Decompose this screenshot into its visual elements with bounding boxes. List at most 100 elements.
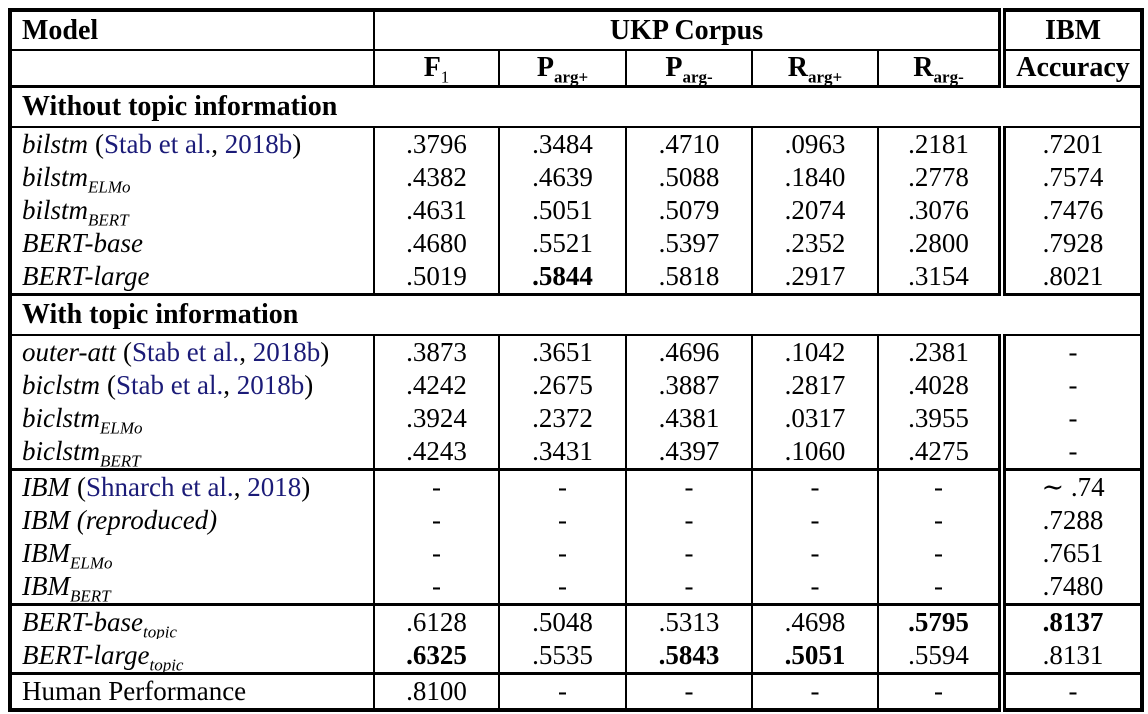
cell-p-arg-pos: - (498, 672, 626, 710)
cell-r-arg-pos: .2074 (751, 194, 878, 227)
citation-year-link[interactable]: 2018b (252, 337, 321, 367)
citation-author-link[interactable]: Shnarch et al. (85, 472, 234, 502)
paren-open: ( (95, 129, 105, 159)
header-ibm: IBM (998, 10, 1143, 51)
row-biclstm-elmo: biclstmELMo .3924 .2372 .4381 .0317 .395… (10, 402, 1143, 435)
row-biclstm-stab: biclstm (Stab et al., 2018b) .4242 .2675 … (10, 369, 1143, 402)
cell-accuracy: .8021 (998, 260, 1143, 295)
cell-accuracy: - (998, 369, 1143, 402)
row-ibm-reproduced: IBM (reproduced) - - - - - .7288 (10, 504, 1143, 537)
cell-accuracy: .7651 (998, 537, 1143, 570)
metric-subscript: arg+ (808, 67, 843, 87)
cell-accuracy: .8131 (998, 639, 1143, 674)
citation-author-link[interactable]: Stab et al. (104, 129, 212, 159)
header-ukp-corpus: UKP Corpus (372, 10, 1003, 51)
cell-p-arg-neg: .5843 (625, 639, 752, 674)
cell-p-arg-neg: .4397 (625, 435, 752, 470)
section-label: With topic information (10, 293, 1143, 336)
cell-p-arg-pos: - (498, 504, 626, 537)
model-name: BERT-large (22, 640, 150, 670)
model-name: BERT-base (22, 228, 143, 258)
citation: (Stab et al., 2018b) (107, 370, 313, 400)
citation-year-link[interactable]: 2018b (224, 129, 293, 159)
row-bert-large: BERT-large .5019 .5844 .5818 .2917 .3154… (10, 260, 1143, 295)
cell-f1: .3796 (373, 127, 499, 161)
cell-p-arg-neg: .4381 (625, 402, 752, 435)
row-bilstm-stab: bilstm (Stab et al., 2018b) .3796 .3484 .… (10, 127, 1143, 161)
model-name: bilstm (22, 162, 89, 192)
row-ibm-shnarch: IBM (Shnarch et al., 2018) - - - - - ∼ .7… (10, 468, 1143, 504)
cell-p-arg-pos: .3484 (498, 127, 626, 161)
cell-f1: - (373, 537, 499, 570)
cell-p-arg-pos: .4639 (498, 161, 626, 194)
cell-accuracy: - (998, 402, 1143, 435)
cite-separator: , (223, 370, 237, 400)
header-r-arg-neg: Rarg- (876, 50, 1003, 88)
model-subscript: BERT (88, 210, 129, 227)
paren-close: ) (320, 337, 330, 367)
row-outer-att: outer-att (Stab et al., 2018b) .3873 .365… (10, 335, 1143, 369)
cell-p-arg-neg: .4696 (625, 335, 752, 369)
cell-r-arg-neg: .4028 (876, 369, 1003, 402)
cell-model: bilstmBERT (10, 194, 374, 227)
row-bert-base: BERT-base .4680 .5521 .5397 .2352 .2800 … (10, 227, 1143, 260)
cell-f1: - (373, 468, 499, 504)
cell-r-arg-pos: .5051 (751, 639, 878, 674)
cell-accuracy: - (998, 672, 1143, 710)
cell-model: IBMBERT (10, 570, 374, 605)
cell-model: IBMELMo (10, 537, 374, 570)
model-subscript: ELMo (69, 553, 113, 570)
citation-author-link[interactable]: Stab et al. (116, 370, 224, 400)
row-bilstm-bert: bilstmBERT .4631 .5051 .5079 .2074 .3076… (10, 194, 1143, 227)
cell-p-arg-neg: .5818 (625, 260, 752, 295)
cell-r-arg-neg: - (876, 570, 1003, 605)
cell-p-arg-pos: .5051 (498, 194, 626, 227)
cell-p-arg-neg: .5397 (625, 227, 752, 260)
cell-model: biclstmBERT (10, 435, 374, 470)
cell-p-arg-neg: - (625, 468, 752, 504)
cell-r-arg-pos: .1840 (751, 161, 878, 194)
cell-r-arg-neg: .3076 (876, 194, 1003, 227)
model-name: bilstm (22, 195, 89, 225)
cell-model: IBM (reproduced) (10, 504, 374, 537)
cell-f1: .3924 (373, 402, 499, 435)
metric-subscript: arg- (682, 67, 713, 87)
cell-r-arg-neg: .3154 (876, 260, 1003, 295)
cell-p-arg-pos: .3431 (498, 435, 626, 470)
cell-p-arg-pos: .2372 (498, 402, 626, 435)
model-name: BERT-large (22, 261, 150, 291)
cell-p-arg-pos: .5521 (498, 227, 626, 260)
model-name: IBM (22, 571, 70, 601)
model-name: bilstm (22, 129, 89, 159)
model-name: biclstm (22, 436, 100, 466)
cell-p-arg-neg: - (625, 570, 752, 605)
model-name: BERT-base (22, 607, 143, 637)
metric-subscript: arg+ (553, 67, 589, 87)
cell-r-arg-neg: .2778 (876, 161, 1003, 194)
cell-r-arg-neg: .3955 (876, 402, 1003, 435)
row-ibm-elmo: IBMELMo - - - - - .7651 (10, 537, 1143, 570)
citation: (Stab et al., 2018b) (95, 129, 301, 159)
cell-model: BERT-largetopic (10, 639, 374, 674)
section-with-topic: With topic information (10, 293, 1143, 336)
cell-accuracy: - (998, 335, 1143, 369)
metric-base: R (913, 52, 934, 83)
cell-p-arg-pos: .5048 (498, 603, 626, 639)
cell-p-arg-neg: - (625, 672, 752, 710)
row-human-performance: Human Performance .8100 - - - - - (10, 672, 1143, 710)
paren-open: ( (107, 370, 116, 400)
cell-model: BERT-base (10, 227, 374, 260)
cell-model: BERT-large (10, 260, 374, 295)
cell-p-arg-neg: .5079 (625, 194, 752, 227)
citation-year-link[interactable]: 2018 (247, 472, 302, 502)
model-subscript: ELMo (88, 177, 131, 194)
cell-r-arg-pos: .0963 (751, 127, 878, 161)
cell-r-arg-neg: - (876, 468, 1003, 504)
header-empty-cell (10, 50, 374, 88)
citation-year-link[interactable]: 2018b (236, 370, 305, 400)
cell-model: bilstm (Stab et al., 2018b) (10, 127, 374, 161)
row-biclstm-bert: biclstmBERT .4243 .3431 .4397 .1060 .427… (10, 435, 1143, 470)
cell-r-arg-pos: - (751, 468, 878, 504)
citation-author-link[interactable]: Stab et al. (131, 337, 240, 367)
